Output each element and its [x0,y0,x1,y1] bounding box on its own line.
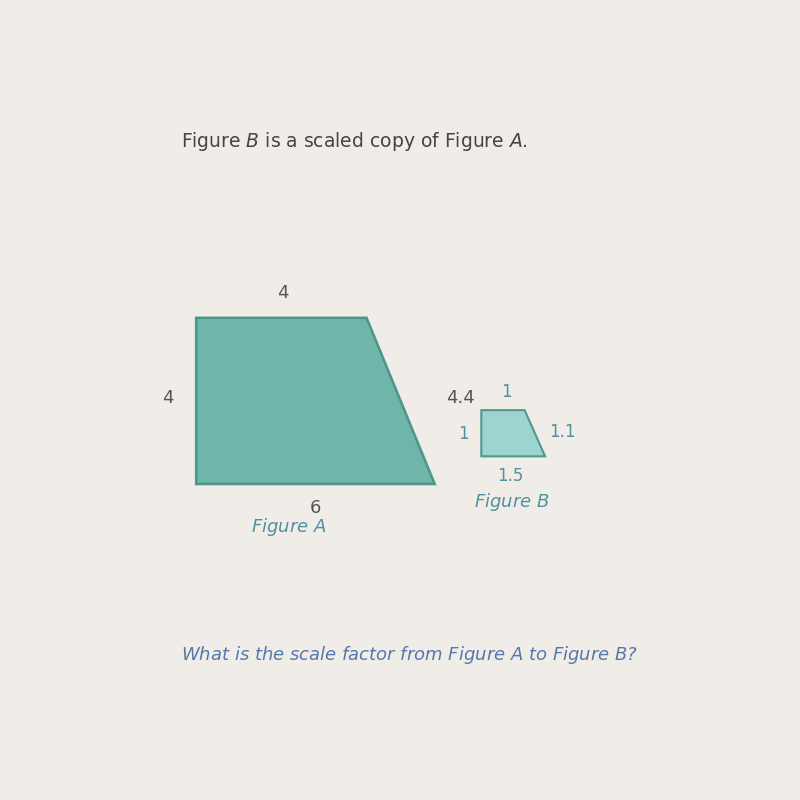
Text: What is the scale factor from Figure $A$ to Figure $B$?: What is the scale factor from Figure $A$… [182,644,638,666]
Text: Figure $B$: Figure $B$ [474,491,550,514]
Text: 4: 4 [277,284,289,302]
Text: 1.5: 1.5 [498,467,524,485]
Text: Figure $B$ is a scaled copy of Figure $A$.: Figure $B$ is a scaled copy of Figure $A… [181,130,527,153]
Text: 1: 1 [458,425,468,442]
Polygon shape [196,318,435,484]
Text: 4.4: 4.4 [446,389,474,407]
Text: 1: 1 [501,383,511,401]
Text: 4: 4 [162,389,173,407]
Text: 6: 6 [310,499,322,518]
Polygon shape [482,410,545,456]
Text: Figure $A$: Figure $A$ [251,516,327,538]
Text: 1.1: 1.1 [550,422,576,441]
